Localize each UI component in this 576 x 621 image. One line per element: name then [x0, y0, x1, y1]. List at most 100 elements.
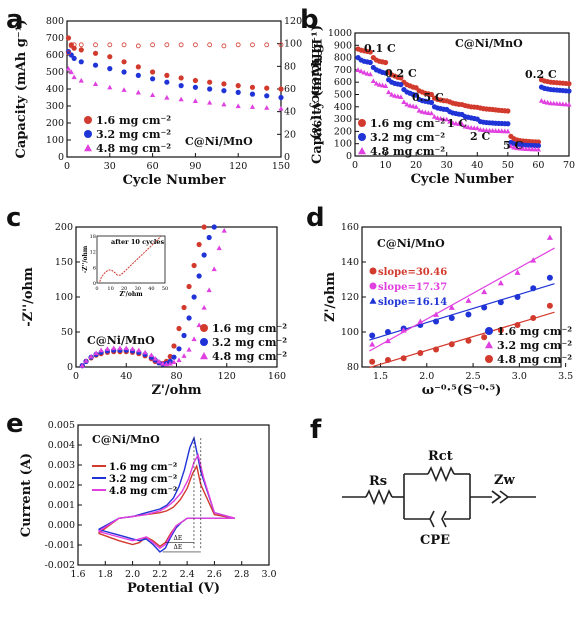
capacity-point — [505, 128, 511, 134]
y-tick-label: 700 — [334, 65, 352, 76]
data-point — [514, 322, 521, 328]
y2-tick-label: 100 — [284, 39, 302, 50]
chart-annotation: C@Ni/MnO — [455, 37, 523, 50]
capacity-point — [450, 120, 456, 125]
data-point — [497, 299, 504, 306]
x-axis-label: Cycle Number — [123, 173, 226, 188]
x-tick-label: 2.0 — [125, 569, 140, 580]
equivalent-circuit — [342, 465, 536, 528]
y-tick-label: 400 — [46, 84, 64, 95]
fit-line — [369, 311, 555, 369]
x-tick-label: 0 — [352, 160, 358, 171]
panel-label-b: b — [300, 5, 319, 35]
capacity-point — [511, 144, 517, 150]
y-tick-label: 200 — [55, 222, 73, 233]
capacity-point — [438, 115, 444, 121]
capacity-point — [121, 69, 127, 75]
legend-label: 1.6 mg cm⁻² — [497, 325, 572, 338]
data-point — [465, 337, 472, 344]
legend-label: 4.8 mg cm⁻² — [497, 353, 572, 366]
data-point — [465, 297, 472, 303]
warburg-left — [491, 490, 502, 504]
capacity-point — [416, 107, 422, 113]
capacity-point — [376, 82, 383, 87]
nyquist-point — [216, 245, 222, 251]
capacity-point — [249, 104, 256, 109]
inset-x-tick: 50 — [162, 286, 168, 292]
y-tick-label: 80 — [347, 362, 359, 373]
data-point — [417, 318, 424, 324]
rate-label: 0.1 C — [364, 42, 396, 55]
capacity-point — [135, 72, 141, 78]
legend-label: 3.2 mg cm⁻² — [370, 131, 445, 144]
y2-tick-label: 120 — [284, 16, 302, 27]
nyquist-point — [98, 347, 104, 353]
capacity-point — [382, 70, 389, 76]
y-tick-label: -0.001 — [45, 540, 75, 551]
capacity-point — [538, 98, 545, 103]
y2-tick-label: 80 — [284, 61, 296, 72]
chart-annotation: C@Ni/MnO — [92, 433, 160, 446]
x-tick-label: 1.6 — [70, 569, 85, 580]
cpe-plate-right — [441, 510, 447, 528]
data-point — [369, 332, 376, 339]
data-point — [433, 318, 440, 325]
capacity-point — [361, 69, 367, 75]
x-axis-label: Z'/ohm — [151, 383, 201, 398]
capacity-point — [413, 92, 419, 98]
legend-label: 1.6 mg cm⁻² — [109, 462, 177, 473]
capacity-point — [65, 49, 72, 55]
nyquist-point — [181, 332, 187, 339]
capacity-point — [428, 91, 435, 98]
x-tick-label: 2.0 — [419, 371, 434, 382]
nyquist-point — [123, 345, 129, 351]
capacity-point — [465, 124, 471, 130]
capacity-point — [389, 91, 395, 97]
nyquist-point — [176, 325, 182, 332]
label-rct: Rct — [428, 449, 453, 464]
x-tick-label: 70 — [563, 160, 575, 171]
nyquist-point — [104, 346, 111, 351]
chart-b: 0 10 20 30 40 50 60 700100200300400500600700800… — [310, 25, 575, 187]
x-tick-label: 1.5 — [373, 371, 388, 382]
y-tick-label: 100 — [55, 292, 73, 303]
slope-marker — [369, 282, 377, 290]
nyquist-point — [176, 346, 182, 352]
y2-tick-label: 60 — [284, 84, 296, 95]
legend-marker — [200, 352, 208, 360]
plot-frame — [77, 424, 270, 566]
inset-frame — [96, 235, 166, 284]
rate-label: 1 C — [447, 117, 467, 130]
capacity-point — [566, 101, 572, 107]
x-tick-label: 1.8 — [98, 569, 113, 580]
capacity-point — [367, 71, 373, 77]
capacity-point — [164, 72, 170, 78]
capacity-point — [535, 143, 542, 149]
data-point — [530, 315, 537, 321]
chart-annotation: C@Ni/MnO — [87, 334, 155, 347]
capacity-point — [505, 121, 511, 127]
y-axis-label: Z'/ohm — [323, 272, 338, 322]
capacity-point — [453, 120, 459, 126]
capacity-point — [92, 62, 99, 68]
capacity-point — [508, 143, 514, 149]
nyquist-point — [196, 241, 202, 248]
x-tick-label: 2.5 — [466, 371, 481, 382]
capacity-point — [71, 74, 77, 80]
capacity-point — [367, 49, 373, 55]
data-point — [433, 311, 440, 317]
x-tick-label: 60 — [532, 160, 544, 171]
efficiency-point — [164, 42, 170, 48]
nyquist-point — [186, 283, 192, 290]
x-tick-label: 120 — [229, 161, 247, 172]
inset-x-tick: 30 — [135, 286, 141, 292]
capacity-point — [514, 145, 520, 151]
nyquist-point — [148, 352, 154, 358]
label-cpe: CPE — [420, 533, 450, 548]
capacity-point — [278, 105, 284, 111]
x-tick-label: 2.2 — [152, 569, 167, 580]
capacity-point — [477, 126, 483, 132]
efficiency-point — [250, 42, 255, 48]
capacity-point — [107, 54, 113, 60]
capacity-point — [178, 96, 184, 102]
